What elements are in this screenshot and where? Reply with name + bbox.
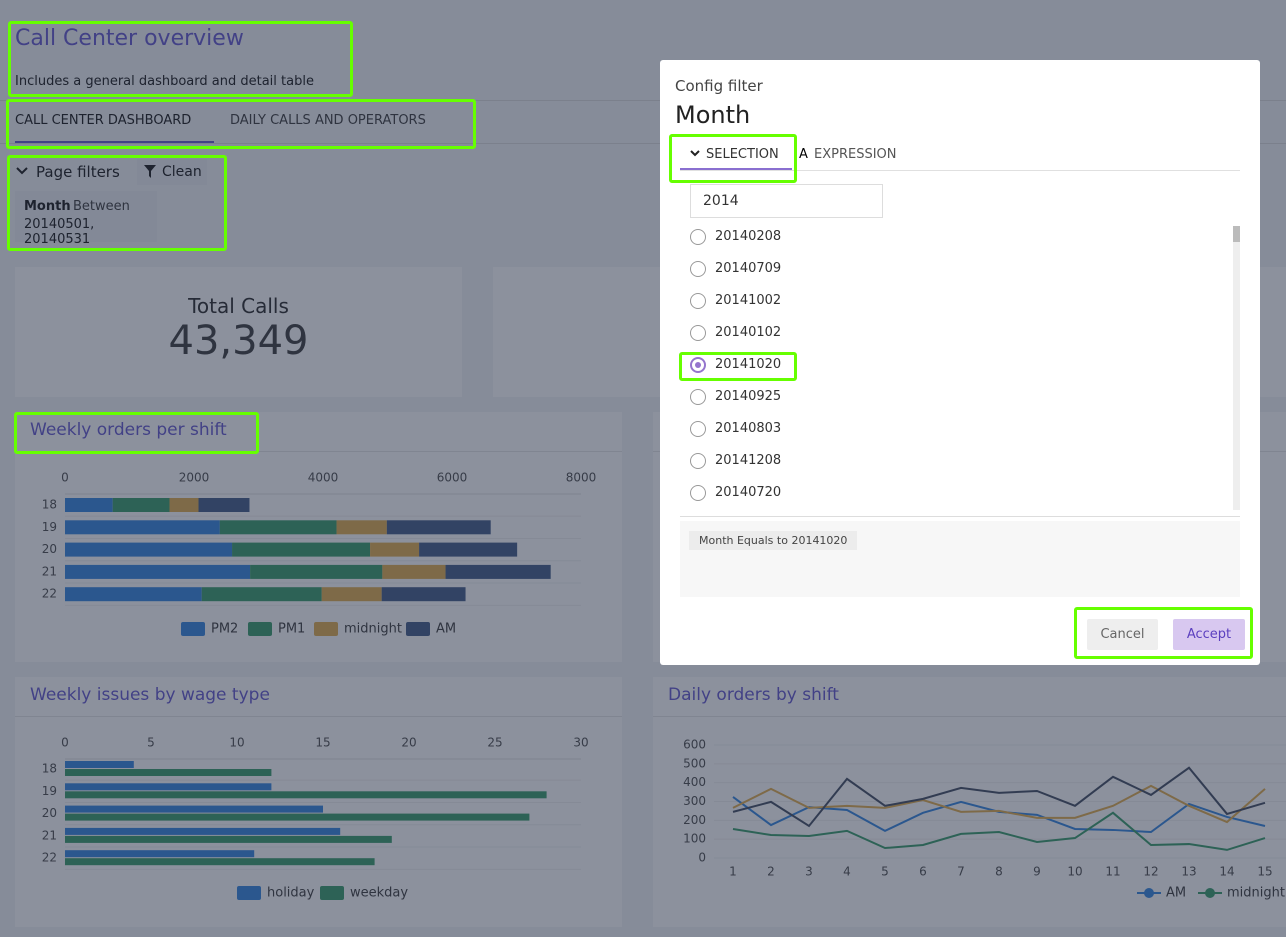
highlight-box	[8, 21, 353, 97]
highlight-box	[14, 412, 259, 454]
radio-dot	[695, 362, 701, 368]
accept-button[interactable]: Accept	[1173, 619, 1245, 650]
search-value: 2014	[703, 193, 739, 209]
radio[interactable]	[690, 261, 706, 277]
highlight-box	[6, 99, 476, 149]
radio[interactable]	[690, 389, 706, 405]
radio[interactable]	[690, 229, 706, 245]
cancel-button[interactable]: Cancel	[1087, 619, 1158, 650]
option-label[interactable]: 20141020	[715, 357, 782, 372]
tab-icon: A	[799, 147, 808, 162]
radio[interactable]	[690, 293, 706, 309]
option-label[interactable]: 20140720	[715, 485, 782, 500]
divider	[680, 170, 1240, 171]
highlight-box	[679, 352, 797, 381]
option-label[interactable]: 20141002	[715, 293, 782, 308]
modal-tab[interactable]: EXPRESSION	[814, 147, 897, 162]
option-label[interactable]: 20140102	[715, 325, 782, 340]
option-label[interactable]: 20140925	[715, 389, 782, 404]
option-list: 20140208 20140709 20141002 20140102 20141020…	[680, 226, 1240, 510]
option-label[interactable]: 20140208	[715, 229, 782, 244]
scroll-thumb[interactable]	[1233, 226, 1240, 242]
modal: Config filter Month SELECTION A EXPRESSI…	[660, 60, 1260, 665]
option-label[interactable]: 20140803	[715, 421, 782, 436]
scrollbar[interactable]	[1233, 226, 1240, 510]
divider	[680, 516, 1240, 517]
radio[interactable]	[690, 453, 706, 469]
radio[interactable]	[690, 485, 706, 501]
modal-tab[interactable]: SELECTION	[706, 147, 779, 162]
modal-caption: Config filter	[675, 77, 763, 95]
radio[interactable]	[690, 421, 706, 437]
highlight-box	[669, 134, 797, 183]
search-input[interactable]: 2014	[690, 184, 883, 218]
highlight-box	[1074, 607, 1253, 659]
option-label[interactable]: 20141208	[715, 453, 782, 468]
modal-field: Month	[675, 101, 751, 129]
radio[interactable]	[690, 357, 706, 373]
summary-chip: Month Equals to 20141020	[689, 531, 858, 550]
tab-underline	[680, 168, 792, 171]
radio[interactable]	[690, 325, 706, 341]
summary-box: Month Equals to 20141020	[680, 521, 1240, 597]
option-label[interactable]: 20140709	[715, 261, 782, 276]
highlight-box	[7, 155, 227, 251]
chevron	[690, 150, 700, 157]
